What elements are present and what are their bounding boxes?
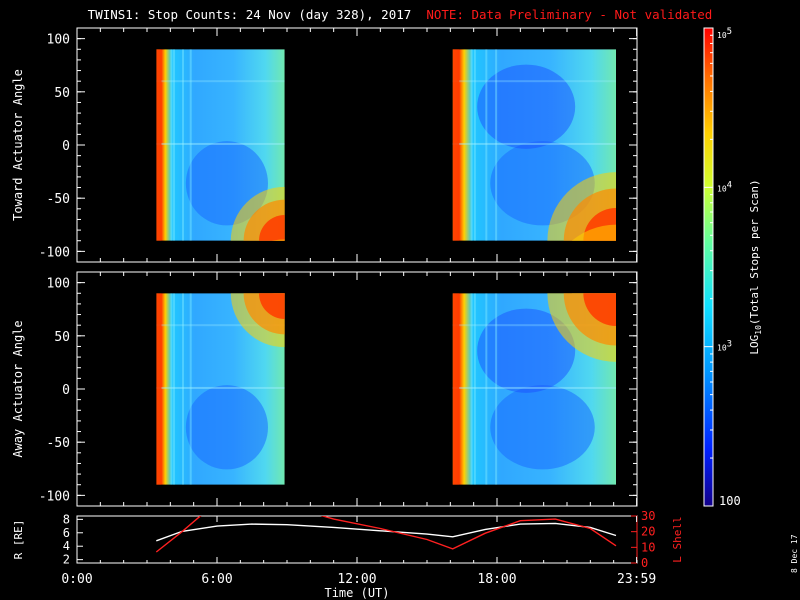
heatmap-images xyxy=(156,49,616,485)
heatmap-stripe xyxy=(495,49,498,241)
left-y-tick-label: 8 xyxy=(63,512,70,526)
heatmap-edge xyxy=(452,49,460,241)
y-axis-label: Toward Actuator Angle xyxy=(11,69,25,221)
heatmap-stripe xyxy=(495,293,498,485)
colorbar-label: LOG10(Total Stops per Scan) xyxy=(748,179,763,354)
heatmap-high-count-region xyxy=(243,199,326,282)
colorbar-tick-exponent: 5 xyxy=(727,27,732,37)
colorbar-label-subscript: 10 xyxy=(754,325,763,335)
heatmap-stripe xyxy=(173,49,176,241)
r-series-line xyxy=(156,522,617,542)
colorbar-tick-exponent: 3 xyxy=(727,340,732,350)
colorbar-label-rest: (Total Stops per Scan) xyxy=(748,179,761,325)
heatmap-low-count-region xyxy=(477,64,576,149)
heatmap-high-count-region xyxy=(583,260,616,326)
heatmap-stripe xyxy=(170,293,173,485)
right-y-tick-label: 10 xyxy=(641,540,655,554)
heatmap-band xyxy=(156,324,285,327)
lshell-series-line xyxy=(155,516,202,553)
y-tick-label: 50 xyxy=(54,330,70,345)
left-y-tick-label: 4 xyxy=(63,539,70,553)
title-main: TWINS1: Stop Counts: 24 Nov (day 328), 2… xyxy=(87,7,412,22)
orbit-lines xyxy=(155,516,617,553)
heatmap-stripe xyxy=(189,293,192,485)
right-y-tick-label: 30 xyxy=(641,509,655,523)
colorbar-tick-label: 103 xyxy=(717,340,732,353)
heatmap-stripe xyxy=(173,293,176,485)
y-tick-label: 100 xyxy=(47,33,70,48)
heatmap-high-count-region xyxy=(583,208,616,274)
heatmap-band xyxy=(156,80,285,83)
colorbar-tick-label: 100 xyxy=(719,494,741,508)
heatmap-stripe xyxy=(182,293,184,485)
colorbar-tick-exponent: 4 xyxy=(727,180,732,190)
colorbar-tick-label: 104 xyxy=(717,180,732,193)
heatmap-stripe xyxy=(473,293,476,485)
colorbar xyxy=(703,27,714,507)
heatmap-high-count-region xyxy=(563,188,616,293)
right-y-tick-label: 20 xyxy=(641,525,655,539)
heatmap-edge xyxy=(156,293,162,485)
title-note: NOTE: Data Preliminary - Not validated xyxy=(426,7,713,22)
date-stamp: 8 Dec 17 xyxy=(790,534,799,573)
orbit-left-axis-label: R [RE] xyxy=(12,520,25,560)
x-tick-label: 6:00 xyxy=(201,572,232,587)
heatmap-stripe xyxy=(470,49,473,241)
heatmap-zero-band xyxy=(452,142,616,145)
heatmap-stripe xyxy=(182,49,184,241)
left-y-tick-label: 2 xyxy=(63,553,70,567)
y-tick-label: -100 xyxy=(39,489,70,504)
y-tick-label: 100 xyxy=(47,277,70,292)
heatmap-stripe xyxy=(189,49,192,241)
heatmap-low-count-region xyxy=(490,385,595,470)
heatmap-high-count-region xyxy=(259,267,311,319)
colorbar-tick-label: 105 xyxy=(717,27,732,40)
heatmap-stripe xyxy=(473,49,476,241)
heatmap-zero-band xyxy=(156,142,285,145)
heatmap-stripe xyxy=(470,293,473,485)
y-tick-label: -50 xyxy=(47,192,70,207)
heatmap-stripe xyxy=(170,49,173,241)
y-tick-label: 50 xyxy=(54,86,70,101)
heatmap-band xyxy=(452,80,616,83)
heatmap-high-count-region xyxy=(259,215,311,267)
heatmap-low-count-region xyxy=(185,385,268,470)
lshell-series-line xyxy=(320,516,617,550)
heatmap-zero-band xyxy=(452,386,616,389)
chart-title: TWINS1: Stop Counts: 24 Nov (day 328), 2… xyxy=(0,7,800,22)
left-y-tick-label: 6 xyxy=(63,526,70,540)
y-tick-label: 0 xyxy=(62,139,70,154)
x-axis-label: Time (UT) xyxy=(324,586,389,600)
heatmap-zero-band xyxy=(156,386,285,389)
y-axis-label: Away Actuator Angle xyxy=(11,320,25,457)
heatmap-stripe xyxy=(485,293,488,485)
orbit-right-axis-label: L Shell xyxy=(671,516,684,562)
x-tick-label: 23:59 xyxy=(617,572,656,587)
x-tick-label: 0:00 xyxy=(61,572,92,587)
right-y-tick-label: 0 xyxy=(641,556,648,570)
heatmap-band xyxy=(452,324,616,327)
heatmap-stripe xyxy=(485,49,488,241)
y-tick-label: -50 xyxy=(47,436,70,451)
y-tick-label: -100 xyxy=(39,245,70,260)
y-tick-label: 0 xyxy=(62,383,70,398)
x-tick-label: 12:00 xyxy=(337,572,376,587)
x-tick-label: 18:00 xyxy=(477,572,516,587)
heatmap-low-count-region xyxy=(477,308,576,393)
axes-layer xyxy=(76,27,714,564)
heatmap-edge xyxy=(452,293,460,485)
heatmap-edge xyxy=(156,49,162,241)
